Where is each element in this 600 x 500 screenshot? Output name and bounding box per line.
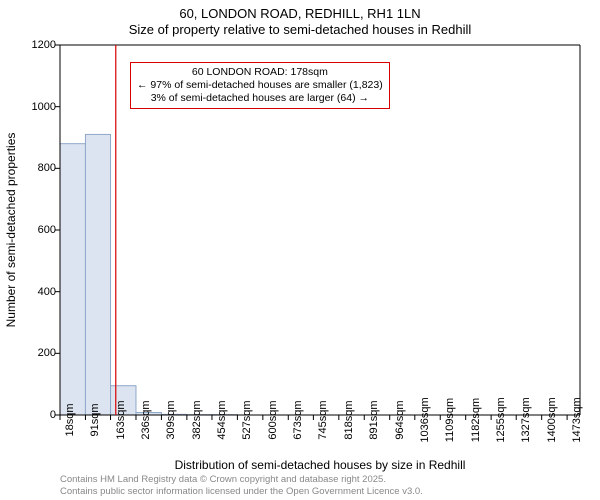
x-tick-label: 891sqm — [368, 400, 380, 439]
x-tick-label: 1473sqm — [571, 397, 583, 442]
x-tick-label: 454sqm — [216, 400, 228, 439]
y-tick-label: 1200 — [26, 39, 56, 51]
chart-subtitle: Size of property relative to semi-detach… — [0, 22, 600, 37]
x-tick-label: 236sqm — [140, 400, 152, 439]
y-tick-label: 200 — [26, 347, 56, 359]
footer-attribution: Contains HM Land Registry data © Crown c… — [60, 474, 423, 497]
footer-line2: Contains public sector information licen… — [60, 486, 423, 497]
y-tick-label: 600 — [26, 224, 56, 236]
x-tick-label: 18sqm — [64, 403, 76, 436]
chart-container: 60, LONDON ROAD, REDHILL, RH1 1LN Size o… — [0, 0, 600, 500]
x-tick-label: 745sqm — [317, 400, 329, 439]
annotation-box: 60 LONDON ROAD: 178sqm ← 97% of semi-det… — [130, 62, 390, 109]
x-tick-label: 1182sqm — [470, 398, 482, 442]
footer-line1: Contains HM Land Registry data © Crown c… — [60, 474, 423, 485]
x-tick-label: 1327sqm — [520, 397, 532, 442]
x-tick-label: 818sqm — [343, 400, 355, 439]
annotation-line2: ← 97% of semi-detached houses are smalle… — [137, 79, 383, 92]
x-tick-label: 309sqm — [165, 400, 177, 439]
x-tick-label: 673sqm — [292, 400, 304, 439]
x-tick-label: 382sqm — [191, 400, 203, 439]
x-tick-label: 964sqm — [394, 400, 406, 439]
annotation-line1: 60 LONDON ROAD: 178sqm — [137, 66, 383, 79]
chart-title: 60, LONDON ROAD, REDHILL, RH1 1LN — [0, 6, 600, 21]
y-tick-label: 800 — [26, 162, 56, 174]
annotation-line3: 3% of semi-detached houses are larger (6… — [137, 92, 383, 105]
x-tick-label: 163sqm — [115, 400, 127, 439]
x-tick-label: 600sqm — [267, 400, 279, 439]
y-tick-label: 400 — [26, 286, 56, 298]
x-axis-label: Distribution of semi-detached houses by … — [60, 458, 580, 472]
x-tick-label: 527sqm — [241, 400, 253, 439]
x-tick-label: 1036sqm — [419, 397, 431, 442]
x-tick-label: 1109sqm — [444, 398, 456, 442]
x-tick-label: 91sqm — [89, 403, 101, 436]
x-tick-label: 1255sqm — [495, 397, 507, 442]
x-tick-label: 1400sqm — [546, 397, 558, 442]
y-tick-label: 0 — [26, 409, 56, 421]
y-tick-label: 1000 — [26, 101, 56, 113]
y-axis-label: Number of semi-detached properties — [4, 45, 18, 415]
